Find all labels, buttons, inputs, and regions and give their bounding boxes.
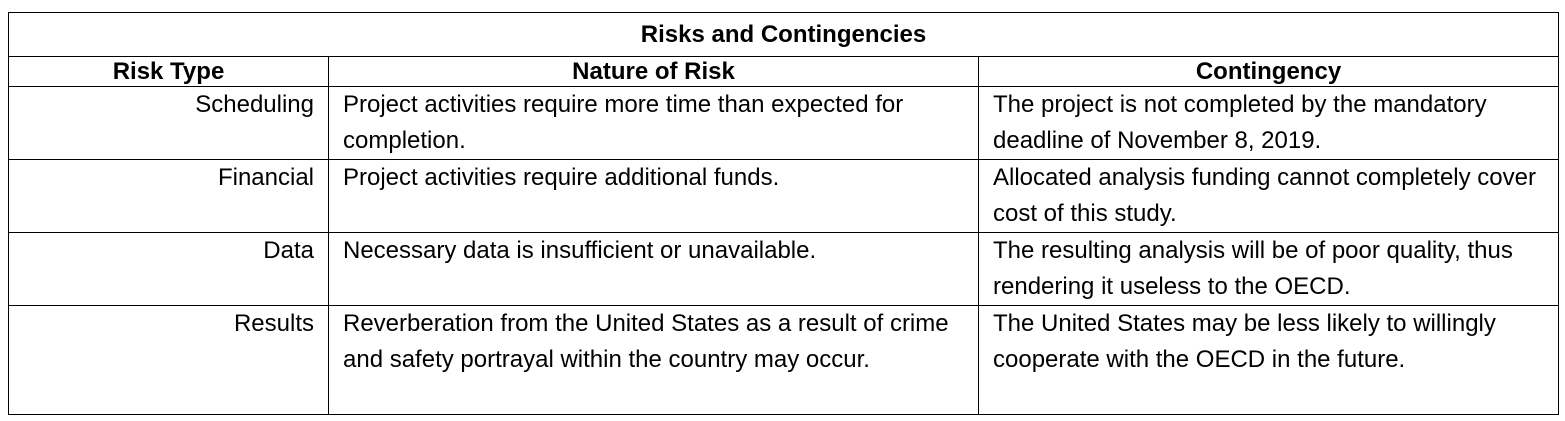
table-header-row: Risk Type Nature of Risk Contingency: [8, 56, 1559, 87]
contingency-cell: The resulting analysis will be of poor q…: [978, 232, 1559, 306]
table-title: Risks and Contingencies: [8, 12, 1559, 57]
column-header-contingency: Contingency: [978, 56, 1559, 87]
risk-type-cell: Financial: [8, 159, 329, 233]
nature-cell: Project activities require additional fu…: [328, 159, 979, 233]
table-row: Scheduling Project activities require mo…: [8, 86, 1559, 160]
risks-table: Risks and Contingencies Risk Type Nature…: [8, 12, 1559, 415]
contingency-cell: Allocated analysis funding cannot comple…: [978, 159, 1559, 233]
column-header-nature-of-risk: Nature of Risk: [328, 56, 979, 87]
table-row: Results Reverberation from the United St…: [8, 305, 1559, 415]
contingency-cell: The project is not completed by the mand…: [978, 86, 1559, 160]
nature-cell: Reverberation from the United States as …: [328, 305, 979, 415]
nature-cell: Project activities require more time tha…: [328, 86, 979, 160]
risks-table-container: Risks and Contingencies Risk Type Nature…: [8, 12, 1559, 415]
contingency-cell: The United States may be less likely to …: [978, 305, 1559, 415]
table-title-row: Risks and Contingencies: [8, 12, 1559, 57]
table-row: Financial Project activities require add…: [8, 159, 1559, 233]
nature-cell: Necessary data is insufficient or unavai…: [328, 232, 979, 306]
column-header-risk-type: Risk Type: [8, 56, 329, 87]
risk-type-cell: Data: [8, 232, 329, 306]
risk-type-cell: Scheduling: [8, 86, 329, 160]
table-row: Data Necessary data is insufficient or u…: [8, 232, 1559, 306]
risk-type-cell: Results: [8, 305, 329, 415]
